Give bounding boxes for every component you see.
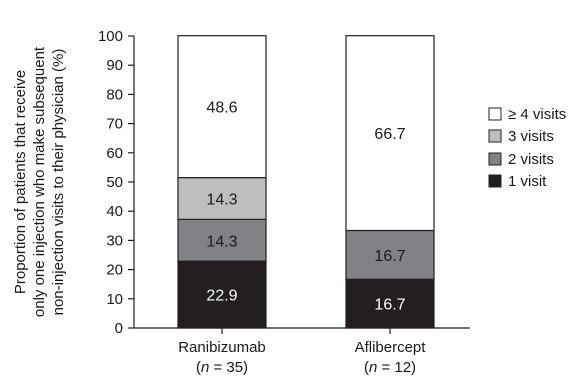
data-label: 66.7 <box>374 126 405 143</box>
y-axis-label-line-1: Proportion of patients that receive <box>12 70 29 294</box>
y-tick-label: 100 <box>98 28 123 45</box>
y-tick-label: 60 <box>106 145 123 162</box>
data-label: 48.6 <box>206 100 237 117</box>
legend-label: 2 visits <box>508 151 554 168</box>
legend-swatch <box>488 129 502 143</box>
legend-swatch <box>488 174 502 188</box>
x-tick-label: Ranibizumab <box>178 339 266 356</box>
y-tick-label: 0 <box>115 320 123 337</box>
legend: ≥ 4 visits 3 visits 2 visits 1 visit <box>488 106 566 190</box>
sample-size-symbol: n <box>369 359 377 376</box>
x-axis: Ranibizumab(n = 35)Aflibercept(n = 12) <box>134 327 470 376</box>
sample-size-open: ( <box>196 359 201 376</box>
legend-swatch <box>488 152 502 166</box>
sample-size-value: = 35) <box>209 359 248 376</box>
y-axis-label-line-2: only one injection who make subsequent <box>31 46 48 317</box>
data-label: 14.3 <box>206 233 237 250</box>
legend-label: 3 visits <box>508 128 554 145</box>
y-tick-label: 50 <box>106 174 123 191</box>
y-tick-label: 20 <box>106 262 123 279</box>
sample-size-label: (n = 12) <box>364 359 416 376</box>
data-label: 14.3 <box>206 191 237 208</box>
legend-label: ≥ 4 visits <box>508 106 566 123</box>
y-axis-label: Proportion of patients that receive only… <box>12 46 67 317</box>
bar-segment <box>345 229 435 280</box>
sample-size-label: (n = 35) <box>196 359 248 376</box>
y-axis-label-line-3: non-injection visits to their physician … <box>50 49 67 316</box>
data-label: 16.7 <box>374 248 405 265</box>
y-tick-label: 30 <box>106 232 123 249</box>
y-tick-label: 70 <box>106 116 123 133</box>
y-tick-label: 10 <box>106 291 123 308</box>
y-axis: 0 10 20 30 40 50 60 70 80 90 100 <box>98 28 135 337</box>
bar-segment <box>177 35 267 179</box>
legend-swatch <box>488 107 502 121</box>
y-tick-label: 80 <box>106 86 123 103</box>
y-tick-label: 40 <box>106 203 123 220</box>
y-tick-label: 90 <box>106 57 123 74</box>
sample-size-open: ( <box>364 359 369 376</box>
bar-segment <box>177 260 267 329</box>
bars: 22.9 14.3 14.3 48.6 16.7 16.7 66.7 <box>177 35 435 329</box>
sample-size-symbol: n <box>201 359 209 376</box>
sample-size-value: = 12) <box>377 359 416 376</box>
x-tick-label: Aflibercept <box>355 339 427 356</box>
legend-label: 1 visit <box>508 173 547 190</box>
data-label: 22.9 <box>206 288 237 305</box>
bar-segment <box>345 35 435 232</box>
data-label: 16.7 <box>374 297 405 314</box>
